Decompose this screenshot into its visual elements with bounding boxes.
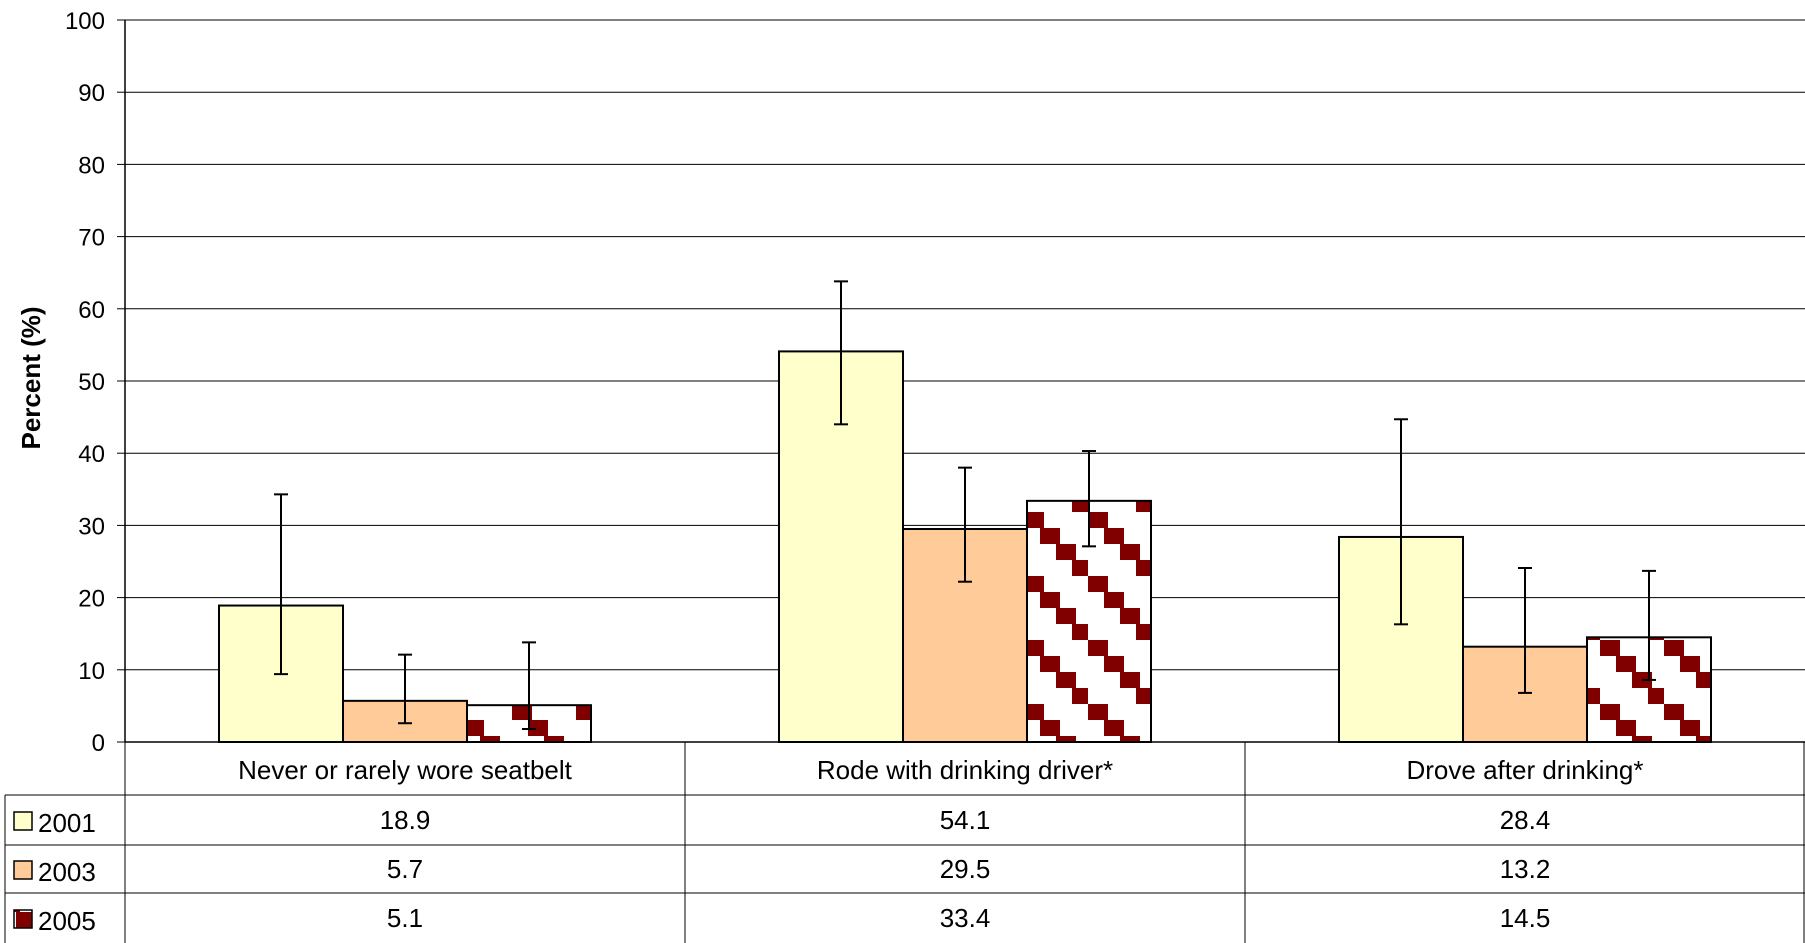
legend-label: 2003 [38,857,96,887]
axes: 0 10 20 30 40 50 60 70 80 90 100 [65,8,126,757]
y-tick-label: 80 [78,152,105,179]
y-axis-title: Percent (%) [16,306,46,449]
table-value: 33.4 [940,903,991,933]
legend-swatch-2001 [13,811,33,831]
legend-label: 2001 [38,808,96,838]
table-value: 54.1 [940,805,991,835]
table-value: 13.2 [1500,854,1551,884]
x-category-label: Rode with drinking driver* [817,755,1113,785]
x-category-label: Never or rarely wore seatbelt [238,755,573,785]
legend-label: 2005 [38,906,96,936]
y-tick-label: 0 [92,730,105,757]
y-tick-label: 60 [78,297,105,324]
y-tick-label: 90 [78,80,105,107]
table-value: 14.5 [1500,903,1551,933]
y-tick-label: 50 [78,369,105,396]
bars [218,280,1712,744]
legend-swatch-2003 [13,860,33,880]
y-tick-label: 100 [65,8,105,35]
y-tick-label: 40 [78,441,105,468]
y-tick-label: 10 [78,658,105,685]
y-tick-label: 20 [78,586,105,613]
table-value: 5.7 [387,854,423,884]
y-tick-label: 30 [78,513,105,540]
table-value: 28.4 [1500,805,1551,835]
table-value: 5.1 [387,903,423,933]
y-tick-label: 70 [78,225,105,252]
legend-swatch-2005 [13,909,33,929]
data-table: Never or rarely wore seatbelt Rode with d… [4,741,1805,943]
table-value: 29.5 [940,854,991,884]
table-value: 18.9 [380,805,431,835]
x-category-label: Drove after drinking* [1407,755,1644,785]
